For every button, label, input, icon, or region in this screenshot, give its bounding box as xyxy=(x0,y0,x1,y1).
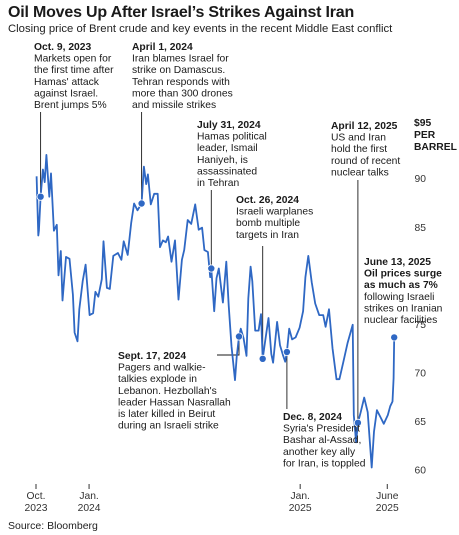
event-text-sep17: talkies explode in xyxy=(118,374,197,385)
y-unit-label: BARREL xyxy=(414,142,457,153)
event-marker-oct26 xyxy=(258,354,267,363)
event-text-apr1: and missile strikes xyxy=(132,100,216,111)
source-note: Source: Bloomberg xyxy=(8,520,98,532)
event-text-apr12: nuclear talks xyxy=(331,167,389,178)
event-text-sep17: during an Israeli strike xyxy=(118,421,219,432)
x-tick-label: Jan. xyxy=(79,491,98,502)
event-headline-jun13: as much as 7% xyxy=(364,280,438,291)
x-tick-label: 2024 xyxy=(78,503,101,514)
x-tick-label: Jan. xyxy=(290,491,309,502)
event-marker-apr1 xyxy=(137,199,146,208)
y-tick-label: 70 xyxy=(415,368,427,379)
x-tick-label: 2023 xyxy=(25,503,48,514)
y-unit-label: $95 xyxy=(414,118,431,129)
chart-title: Oil Moves Up After Israel’s Strikes Agai… xyxy=(8,4,355,21)
y-tick-label: 85 xyxy=(415,223,427,234)
event-marker-dec8 xyxy=(282,347,291,356)
event-text-jul31: Haniyeh, is xyxy=(197,155,248,166)
event-text-dec8: another key ally xyxy=(283,447,356,458)
event-headline-jun13: Oil prices surge xyxy=(364,269,442,280)
event-date-jul31: July 31, 2024 xyxy=(197,120,261,131)
event-text-apr1: Tehran responds with xyxy=(132,77,230,88)
chart-subtitle: Closing price of Brent crude and key eve… xyxy=(8,23,393,35)
brent-price-line xyxy=(35,154,396,469)
event-text-jul31: Hamas political xyxy=(197,132,267,143)
event-text-jun13: nuclear facilities xyxy=(364,315,437,326)
event-marker-apr12 xyxy=(353,418,362,427)
event-marker-oct9 xyxy=(36,192,45,201)
event-marker-jun13 xyxy=(390,333,399,342)
event-marker-jul31 xyxy=(207,264,216,273)
event-text-jul31: leader, Ismail xyxy=(197,143,258,154)
event-text-jul31: in Tehran xyxy=(197,178,239,189)
y-tick-label: 65 xyxy=(415,417,427,428)
event-date-oct9: Oct. 9, 2023 xyxy=(34,42,92,53)
event-text-oct26: targets in Iran xyxy=(236,230,299,241)
y-tick-label: 60 xyxy=(415,465,427,476)
event-text-oct9: Hamas' attack xyxy=(34,77,100,88)
event-date-jun13: June 13, 2025 xyxy=(364,257,431,268)
x-tick-label: 2025 xyxy=(376,503,399,514)
y-tick-label: 75 xyxy=(415,320,427,331)
event-text-apr12: round of recent xyxy=(331,156,400,167)
event-text-sep17: leader Hassan Nasrallah xyxy=(118,397,231,408)
x-tick-label: June xyxy=(376,491,399,502)
event-marker-sep17 xyxy=(234,332,243,341)
x-tick-label: Oct. xyxy=(27,491,46,502)
event-text-oct9: the first time after xyxy=(34,65,114,76)
event-text-apr1: Iran blames Israel for xyxy=(132,54,229,65)
event-leader-sep17 xyxy=(217,336,240,356)
event-date-oct26: Oct. 26, 2024 xyxy=(236,195,299,206)
event-text-oct26: bomb multiple xyxy=(236,218,300,229)
event-text-oct9: against Israel. xyxy=(34,88,98,99)
event-text-dec8: Bashar al-Assad, xyxy=(283,435,361,446)
y-tick-label: 90 xyxy=(415,174,427,185)
y-unit-label: PER xyxy=(414,130,436,141)
event-text-sep17: is later killed in Beirut xyxy=(118,409,215,420)
event-date-dec8: Dec. 8, 2024 xyxy=(283,412,342,423)
event-text-apr12: hold the first xyxy=(331,144,387,155)
event-text-oct9: Markets open for xyxy=(34,54,112,65)
event-text-jul31: assassinated xyxy=(197,166,257,177)
event-text-oct26: Israeli warplanes xyxy=(236,207,313,218)
event-date-sep17: Sept. 17, 2024 xyxy=(118,351,186,362)
event-text-dec8: for Iran, is toppled xyxy=(283,458,366,469)
event-text-sep17: Pagers and walkie- xyxy=(118,363,206,374)
event-date-apr1: April 1, 2024 xyxy=(132,42,193,53)
event-text-jun13: following Israeli xyxy=(364,292,434,303)
event-text-apr1: more than 300 drones xyxy=(132,88,233,99)
event-date-apr12: April 12, 2025 xyxy=(331,121,398,132)
event-text-dec8: Syria's President xyxy=(283,424,360,435)
x-tick-label: 2025 xyxy=(289,503,312,514)
event-text-oct9: Brent jumps 5% xyxy=(34,100,107,111)
event-text-sep17: Lebanon. Hezbollah's xyxy=(118,386,217,397)
event-text-jun13: strikes on Iranian xyxy=(364,303,443,314)
event-text-apr1: strike on Damascus. xyxy=(132,65,225,76)
event-text-apr12: US and Iran xyxy=(331,133,386,144)
